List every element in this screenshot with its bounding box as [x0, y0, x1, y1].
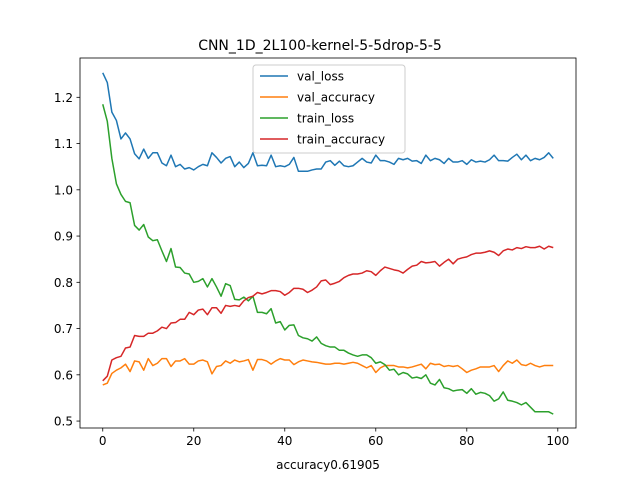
series-line-train-loss: [102, 104, 554, 415]
series-line-train-accuracy: [102, 245, 554, 382]
legend-label-val-loss: val_loss: [297, 70, 344, 84]
legend-label-train-accuracy: train_accuracy: [297, 133, 385, 147]
x-tick-label: 60: [368, 434, 383, 448]
ticks-layer: 0 20 40 60 80 100 0.5 0.6 0.7 0.8 0.9 1.0 1.1 1.2: [54, 91, 569, 448]
series-line-val-accuracy: [102, 357, 554, 386]
chart-title: CNN_1D_2L100-kernel-5-5drop-5-5: [198, 38, 442, 54]
x-tick-label: 0: [99, 434, 107, 448]
y-tick-label: 0.9: [54, 230, 73, 244]
y-tick-label: 0.5: [54, 415, 73, 429]
x-tick-label: 100: [546, 434, 569, 448]
y-tick-label: 1.2: [54, 91, 73, 105]
legend-label-val-accuracy: val_accuracy: [297, 91, 375, 105]
y-tick-label: 1.1: [54, 137, 73, 151]
y-tick-label: 1.0: [54, 183, 73, 197]
legend-box: [252, 64, 406, 154]
x-tick-label: 20: [186, 434, 201, 448]
y-tick-label: 0.8: [54, 276, 73, 290]
y-tick-label: 0.6: [54, 368, 73, 382]
plot-frame: [79, 57, 577, 429]
series-line-val-loss: [102, 72, 554, 173]
x-axis-label: accuracy0.61905: [276, 458, 380, 472]
legend: val_loss val_accuracy train_loss train_accu…: [252, 64, 406, 154]
y-tick-label: 0.7: [54, 322, 73, 336]
x-tick-label: 80: [459, 434, 474, 448]
legend-label-train-loss: train_loss: [297, 112, 354, 126]
series-layer: [102, 72, 554, 415]
x-tick-label: 40: [277, 434, 292, 448]
